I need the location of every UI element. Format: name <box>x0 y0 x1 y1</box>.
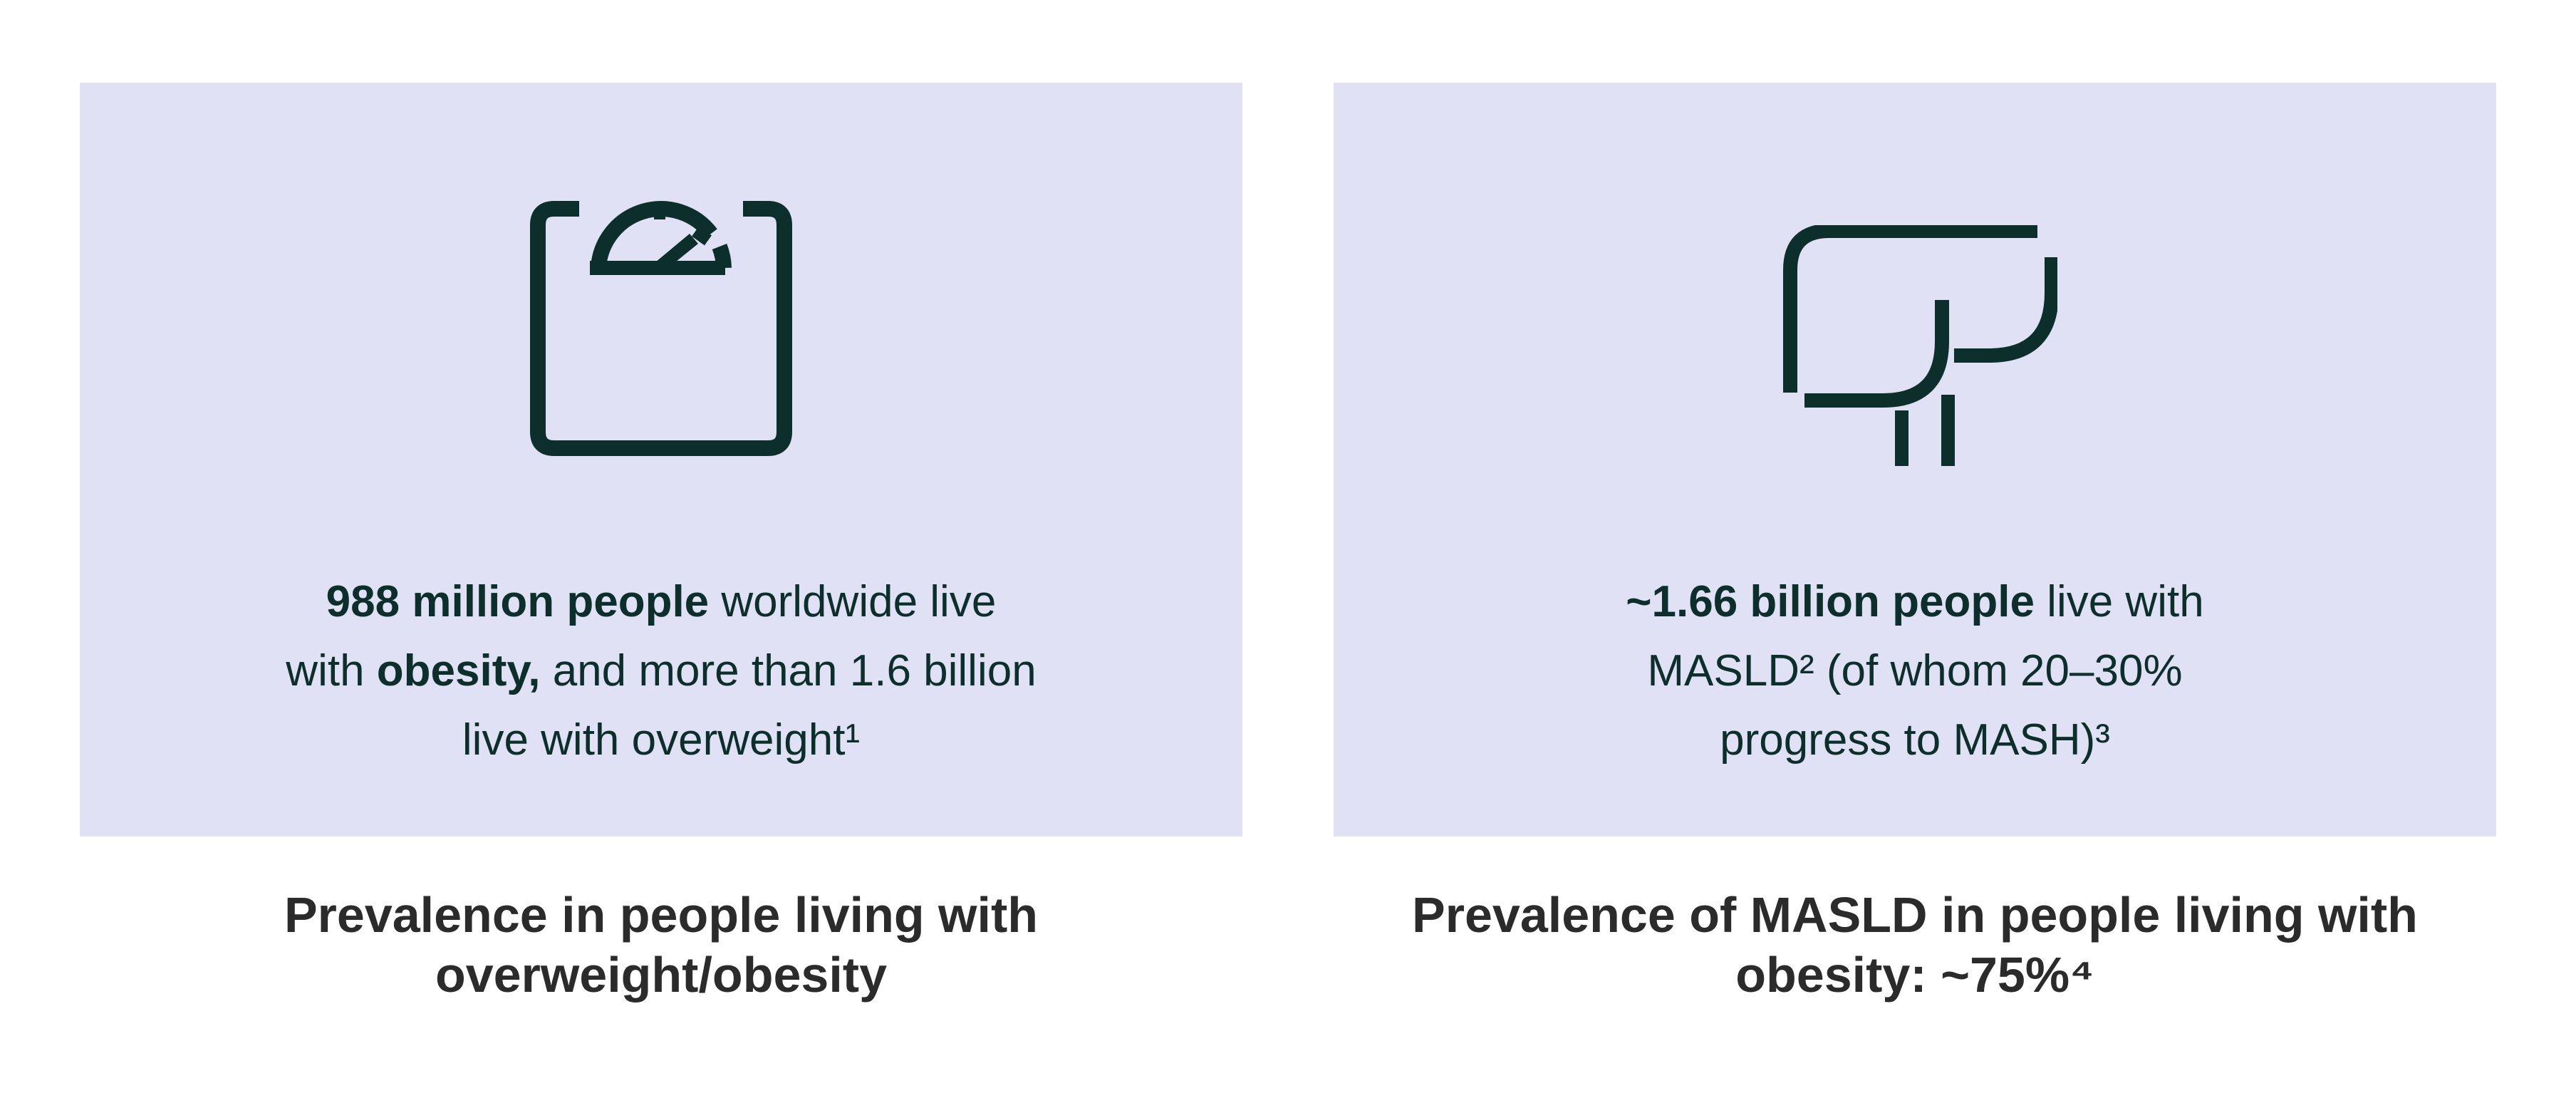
caption-line: obesity: ~75%⁴ <box>1735 947 2094 1003</box>
stat-emphasis: ~1.66 billion people <box>1626 577 2035 626</box>
stat-line: with obesity, and more than 1.6 billion <box>80 636 1242 705</box>
icon-container <box>80 190 1242 460</box>
obesity-stat-text: 988 million people worldwide live with o… <box>80 567 1242 775</box>
stat-line: MASLD² (of whom 20–30% <box>1334 636 2496 705</box>
stat-text: worldwide live <box>709 577 997 626</box>
stat-line: live with overweight¹ <box>80 705 1242 775</box>
stat-line: 988 million people worldwide live <box>80 567 1242 636</box>
icon-container <box>1334 225 2496 467</box>
stat-text: live with <box>2034 577 2204 626</box>
masld-stat-text: ~1.66 billion people live with MASLD² (o… <box>1334 567 2496 775</box>
weighing-scale-icon <box>530 201 792 456</box>
stat-emphasis: 988 million people <box>326 577 710 626</box>
liver-icon <box>1783 225 2057 466</box>
caption-line: Prevalence in people living with <box>284 887 1039 943</box>
obesity-caption: Prevalence in people living with overwei… <box>80 885 1242 1005</box>
obesity-prevalence-card: 988 million people worldwide live with o… <box>80 83 1242 837</box>
stat-text: MASLD² (of whom 20–30% <box>1647 646 2183 695</box>
stat-text: progress to MASH)³ <box>1720 715 2110 765</box>
stat-text: live with overweight¹ <box>462 715 861 765</box>
stat-emphasis: obesity, <box>376 646 541 695</box>
caption-line: overweight/obesity <box>435 947 888 1003</box>
stat-text: and more than 1.6 billion <box>540 646 1037 695</box>
stat-line: progress to MASH)³ <box>1334 705 2496 775</box>
stat-text: with <box>286 646 377 695</box>
stat-line: ~1.66 billion people live with <box>1334 567 2496 636</box>
caption-line: Prevalence of MASLD in people living wit… <box>1412 887 2418 943</box>
masld-prevalence-card: ~1.66 billion people live with MASLD² (o… <box>1334 83 2496 837</box>
masld-caption: Prevalence of MASLD in people living wit… <box>1334 885 2496 1005</box>
